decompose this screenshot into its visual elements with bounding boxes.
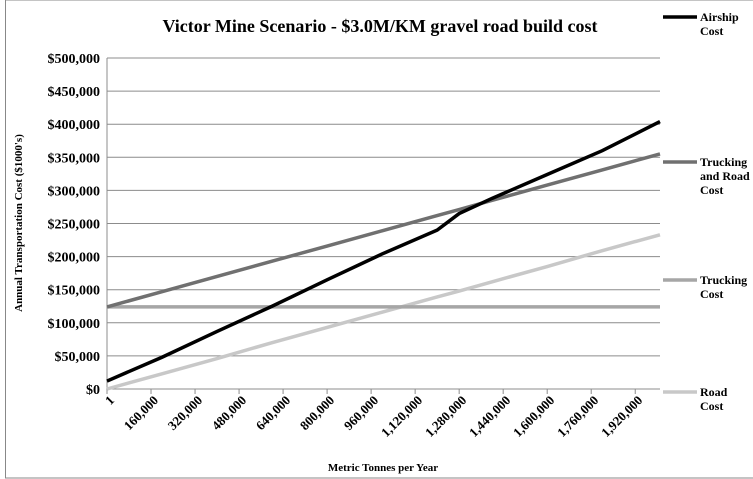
y-tick-label: $350,000 [48, 151, 101, 166]
chart-title: Victor Mine Scenario - $3.0M/KM gravel r… [162, 16, 597, 36]
x-axis-title: Metric Tonnes per Year [328, 462, 438, 474]
x-tick-label: 320,000 [165, 393, 205, 433]
y-tick-label: $500,000 [48, 52, 101, 67]
series-line [106, 119, 661, 383]
y-tick-label: $100,000 [48, 317, 101, 332]
y-tick-label: $50,000 [55, 350, 101, 365]
legend-label: Trucking and Road Cost [700, 155, 750, 197]
x-tick-label: 1,600,000 [510, 393, 557, 440]
x-tick-label: 800,000 [297, 393, 337, 433]
series-line [106, 152, 661, 309]
y-tick-label: $200,000 [48, 251, 101, 266]
y-tick-label: $150,000 [48, 284, 101, 299]
series-line [106, 233, 661, 391]
x-tick-label: 1,280,000 [422, 393, 469, 440]
y-tick-label: $450,000 [48, 85, 101, 100]
x-tick-label: 960,000 [341, 393, 381, 433]
x-tick-label: 1 [102, 393, 117, 408]
x-tick-label: 1,120,000 [378, 393, 425, 440]
legend-label: Road Cost [700, 385, 728, 413]
x-tick-label: 640,000 [253, 393, 293, 433]
x-tick-label: 160,000 [121, 393, 161, 433]
legend-label: Airship Cost [700, 10, 739, 38]
frame [5, 0, 753, 479]
x-tick-label: 1,760,000 [554, 393, 601, 440]
y-tick-label: $0 [86, 383, 100, 398]
y-axis-title: Annual Transportation Cost ($1000's) [13, 134, 25, 312]
x-tick-label: 1,920,000 [598, 393, 645, 440]
y-tick-label: $400,000 [48, 118, 101, 133]
x-tick-label: 480,000 [209, 393, 249, 433]
x-tick-label: 1,440,000 [466, 393, 513, 440]
legend-label: Trucking Cost [700, 273, 748, 301]
y-tick-label: $300,000 [48, 184, 101, 199]
y-tick-label: $250,000 [48, 218, 101, 233]
